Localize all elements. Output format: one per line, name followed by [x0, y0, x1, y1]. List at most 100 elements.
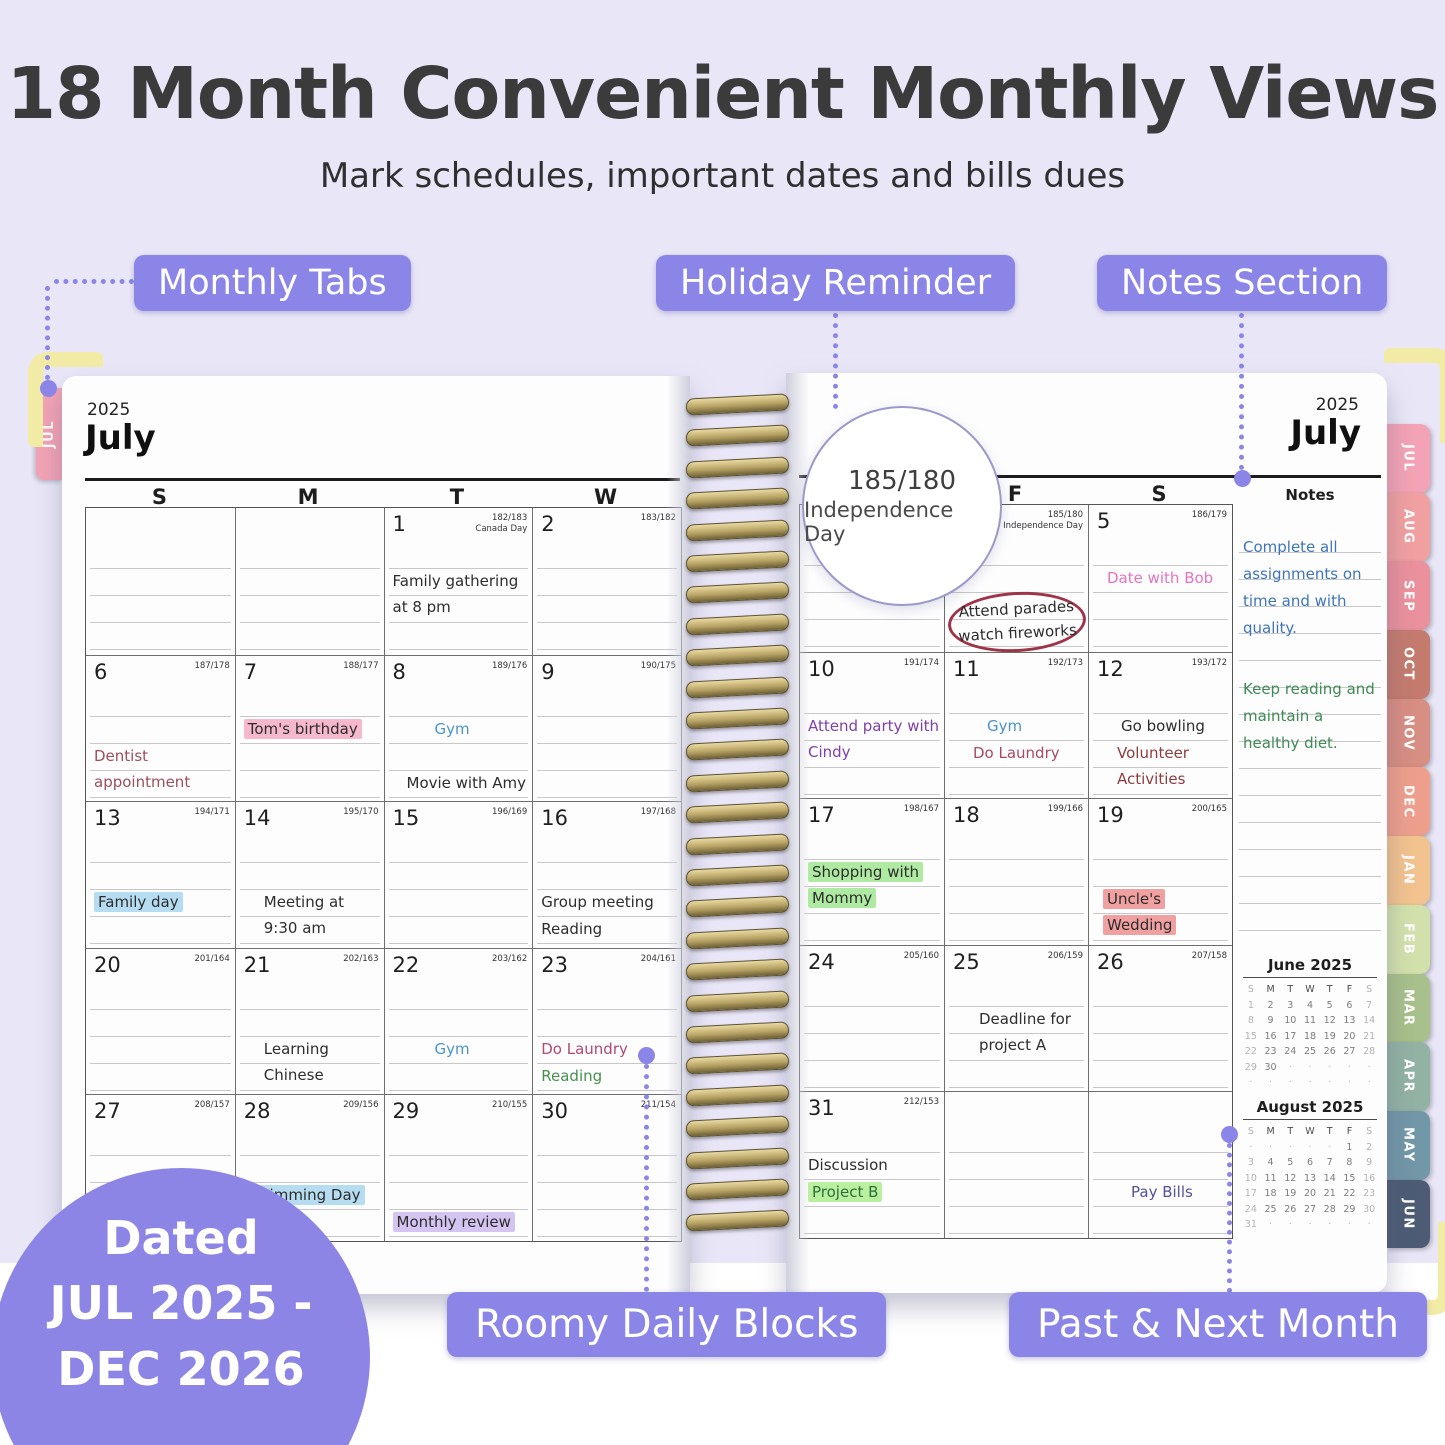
day-number: 23 — [541, 952, 568, 977]
handwritten-entry: Movie with Amy — [407, 770, 530, 796]
mini-calendar-day: 20 — [1343, 1030, 1356, 1042]
mini-calendar-day: 28 — [1323, 1203, 1336, 1215]
badge-line-3: DEC 2026 — [57, 1341, 305, 1396]
mini-calendar-day: 10 — [1284, 1015, 1297, 1026]
handwritten-entry: Uncle's Wedding — [1103, 886, 1229, 938]
cell-ruled-lines — [804, 979, 940, 1089]
mini-calendar-day: 4 — [1306, 999, 1314, 1011]
day-number: 12 — [1097, 656, 1124, 681]
magnifier-holiday-name: Independence Day — [804, 498, 954, 546]
mini-calendar-grid: S M T W T F S · · · · · 1 2 3 4 5 6 7 8 9 10 11 12 13 14 15 16 17 18 1… — [1237, 1124, 1383, 1233]
badge-line-2: JUL 2025 - — [49, 1276, 313, 1331]
calendar-cell — [86, 508, 235, 655]
day-of-year-counter: 190/175 — [640, 660, 676, 671]
entry-text: Group meeting — [541, 893, 654, 912]
corner-protector-top-left — [28, 352, 103, 447]
mini-calendar-day: · — [1249, 1077, 1253, 1088]
cell-ruled-lines — [239, 689, 380, 799]
entry-text: Discussion — [808, 1156, 888, 1175]
mini-calendar-title: June 2025 — [1267, 956, 1353, 974]
cell-ruled-lines — [537, 689, 677, 799]
connector-monthly-tabs-vertical — [45, 286, 50, 380]
calendar-cell: 13 194/171 Family day — [86, 801, 235, 948]
mini-calendar-day: 21 — [1363, 1030, 1376, 1042]
mini-calendar-day: · — [1328, 1061, 1332, 1073]
connector-dot-monthly-tabs — [40, 380, 57, 397]
mini-calendar-day-header: F — [1346, 1126, 1353, 1137]
entry-text: Do Laundry — [541, 1039, 628, 1058]
mini-calendar-day: · — [1328, 1219, 1332, 1230]
mini-calendar-day: · — [1308, 1061, 1312, 1073]
day-of-year-counter: 211/154 — [640, 1100, 676, 1111]
mini-calendar-day: 2 — [1366, 1141, 1373, 1153]
day-number: 28 — [243, 1099, 271, 1124]
entry-text: Pay Bills — [1131, 1183, 1193, 1202]
cell-ruled-lines — [239, 982, 380, 1092]
handwritten-entry: Do Laundry — [973, 740, 1085, 766]
handwritten-entry: Discussion — [808, 1152, 941, 1178]
mini-calendar-day: 26 — [1284, 1203, 1297, 1215]
notes-header: Notes — [1285, 486, 1335, 504]
month-tab-label: JAN — [1400, 855, 1416, 886]
cell-ruled-lines — [537, 542, 677, 652]
mini-calendar-day-header: W — [1305, 1126, 1315, 1137]
left-page-header-rule — [85, 478, 680, 481]
mini-calendar-day: 29 — [1343, 1203, 1356, 1215]
day-number: 11 — [953, 656, 980, 681]
mini-calendar-day-header: M — [1266, 1126, 1275, 1137]
mini-calendar-day: · — [1269, 1077, 1273, 1088]
month-tab-label: MAY — [1400, 1127, 1416, 1164]
month-tab-jan: JAN — [1386, 836, 1430, 905]
spiral-coil — [685, 738, 790, 762]
entry-text: Do Laundry — [973, 743, 1060, 762]
mini-calendar-day: 28 — [1363, 1046, 1376, 1057]
mini-calendar-day: 12 — [1284, 1172, 1297, 1184]
day-of-year-counter: 200/165 — [1191, 804, 1227, 815]
mini-calendar-day: 20 — [1303, 1188, 1317, 1199]
mini-calendar-day: 27 — [1303, 1203, 1317, 1215]
mini-calendar-day: 8 — [1346, 1157, 1353, 1168]
day-number: 29 — [392, 1099, 420, 1124]
magnifier-day-count: 185/180 — [847, 466, 956, 496]
calendar-cell: 2 183/182 — [532, 508, 681, 655]
callout-past-next-month: Past & Next Month — [1009, 1292, 1427, 1357]
mini-calendar-day: · — [1367, 1219, 1371, 1230]
day-number: 20 — [94, 952, 121, 977]
day-of-year-counter: 201/164 — [194, 953, 230, 964]
callout-roomy-daily-blocks: Roomy Daily Blocks — [447, 1292, 887, 1357]
entry-text: Tom's birthday — [243, 718, 362, 739]
mini-calendar-day: 10 — [1244, 1172, 1257, 1184]
handwritten-entry: Volunteer Activities — [1117, 740, 1229, 792]
page-title: 18 Month Convenient Monthly Views — [6, 52, 1440, 135]
day-of-week-header: S — [151, 485, 167, 509]
handwritten-entry: Meeting at 9:30 am — [264, 889, 381, 941]
spiral-coil — [685, 613, 790, 636]
right-page-month: July — [1290, 413, 1361, 453]
mini-calendar-day: 30 — [1363, 1203, 1376, 1215]
month-tab-aug: AUG — [1386, 492, 1430, 562]
cell-ruled-lines — [90, 982, 231, 1092]
connector-past-next-month — [1227, 1143, 1232, 1293]
entry-text: Family day — [94, 892, 183, 913]
month-tab-sep: SEP — [1386, 561, 1430, 631]
cell-ruled-lines — [90, 542, 231, 652]
mini-calendar-day: 19 — [1284, 1188, 1297, 1199]
spiral-coil — [685, 644, 790, 667]
spiral-coil — [685, 832, 790, 856]
day-number: 9 — [541, 659, 555, 684]
month-tab-nov: NOV — [1386, 698, 1430, 768]
mini-calendar-day: 17 — [1244, 1188, 1257, 1199]
callout-holiday-reminder: Holiday Reminder — [656, 255, 1016, 311]
spiral-coil — [685, 393, 790, 416]
day-number: 30 — [541, 1099, 568, 1124]
calendar-cell: 8 189/176 Gym Movie with Amy — [383, 654, 533, 802]
day-number: 18 — [953, 803, 980, 828]
connector-notes-section — [1239, 313, 1244, 470]
cell-ruled-lines — [1093, 979, 1228, 1089]
calendar-cell: 23 204/161 Do Laundry Reading — [532, 947, 681, 1095]
handwritten-entry: Gym — [435, 716, 530, 742]
cell-ruled-lines — [1093, 539, 1228, 649]
mini-calendar-day: 26 — [1323, 1046, 1336, 1057]
note-item: Keep reading and maintain a healthy diet… — [1243, 680, 1375, 752]
